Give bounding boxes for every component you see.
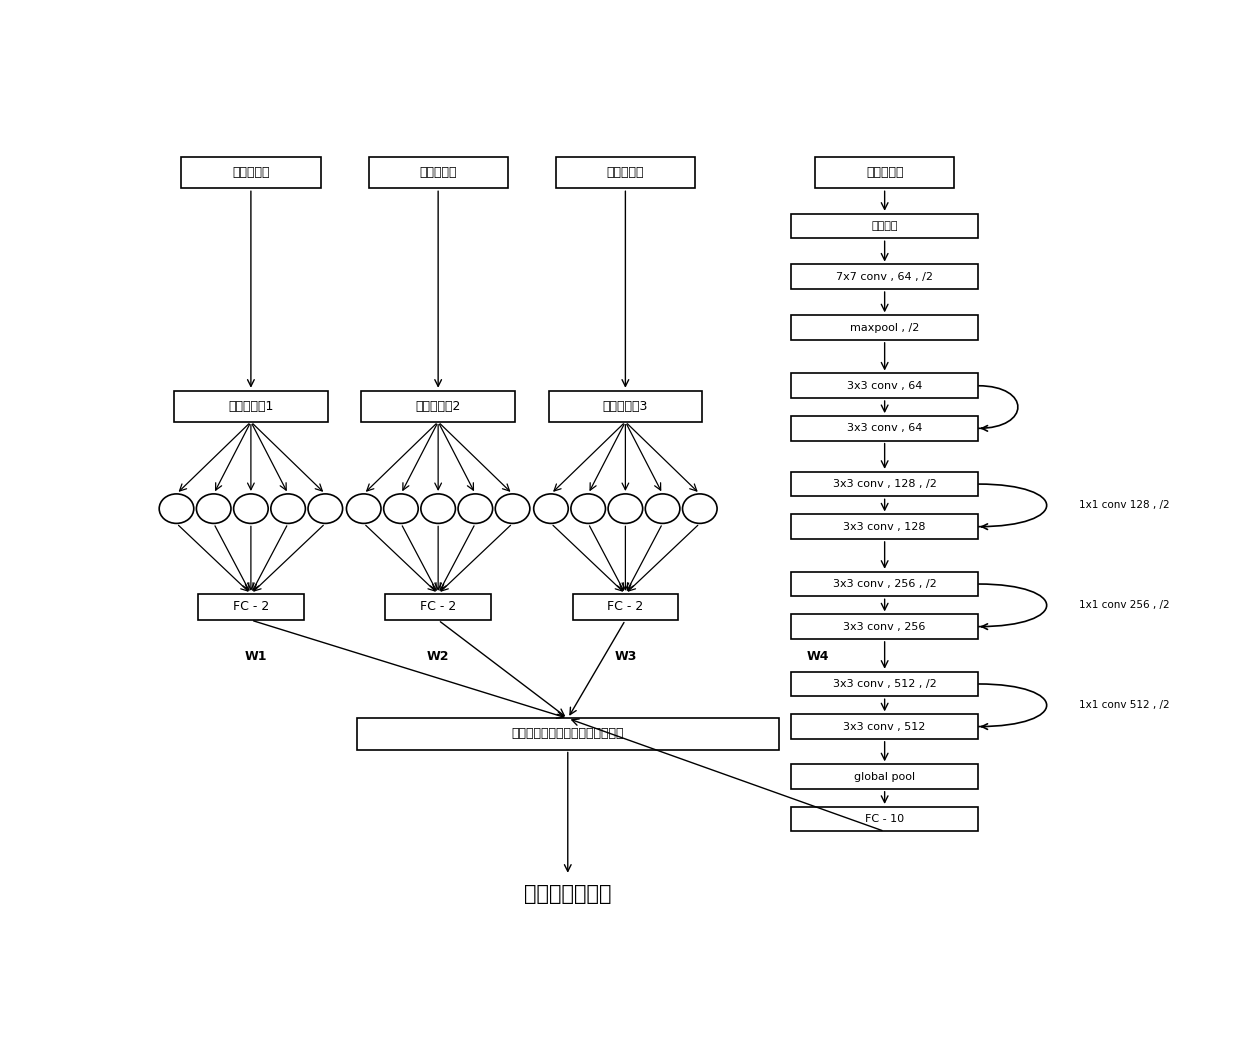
Circle shape	[646, 494, 680, 523]
Text: 矩阵信号: 矩阵信号	[871, 221, 898, 231]
Text: FC - 2: FC - 2	[233, 600, 269, 614]
Circle shape	[534, 494, 569, 523]
Text: W3: W3	[615, 650, 637, 663]
Bar	[181, 157, 321, 188]
Text: 3x3 conv , 128: 3x3 conv , 128	[844, 521, 926, 532]
Bar	[385, 594, 491, 620]
Text: 1x1 conv 512 , /2: 1x1 conv 512 , /2	[1079, 700, 1170, 711]
Text: 单变量信号3: 单变量信号3	[602, 400, 648, 413]
Bar	[815, 157, 954, 188]
Circle shape	[309, 494, 343, 523]
Circle shape	[159, 494, 193, 523]
Text: 1x1 conv 256 , /2: 1x1 conv 256 , /2	[1079, 600, 1170, 611]
Circle shape	[421, 494, 456, 523]
Bar	[362, 390, 515, 421]
Bar	[357, 718, 779, 749]
Text: 1x1 conv 128 , /2: 1x1 conv 128 , /2	[1079, 500, 1170, 511]
Text: FC - 10: FC - 10	[865, 814, 904, 825]
Bar	[549, 390, 703, 421]
Bar	[790, 807, 979, 831]
Bar	[173, 390, 327, 421]
Text: 3x3 conv , 64: 3x3 conv , 64	[847, 423, 922, 433]
Text: global pool: global pool	[854, 771, 916, 782]
Bar	[790, 714, 979, 738]
Text: FC - 2: FC - 2	[420, 600, 456, 614]
Bar	[198, 594, 304, 620]
Circle shape	[347, 494, 382, 523]
Bar	[790, 514, 979, 539]
Text: W2: W2	[427, 650, 450, 663]
Circle shape	[384, 494, 419, 523]
Circle shape	[683, 494, 717, 523]
Bar	[790, 571, 979, 596]
Circle shape	[271, 494, 305, 523]
Text: 单变量信号1: 单变量信号1	[228, 400, 274, 413]
Bar	[790, 315, 979, 339]
Text: 3x3 conv , 128 , /2: 3x3 conv , 128 , /2	[833, 479, 937, 489]
Circle shape	[571, 494, 606, 523]
Text: 3x3 conv , 64: 3x3 conv , 64	[847, 381, 922, 390]
Bar	[790, 265, 979, 289]
Text: 3x3 conv , 512: 3x3 conv , 512	[844, 721, 926, 732]
Bar	[790, 373, 979, 398]
Bar	[790, 764, 979, 788]
Text: FC - 2: FC - 2	[607, 600, 643, 614]
Bar	[556, 157, 695, 188]
Text: maxpool , /2: maxpool , /2	[850, 322, 919, 333]
Text: 3x3 conv , 256 , /2: 3x3 conv , 256 , /2	[833, 579, 937, 589]
Bar	[790, 614, 979, 638]
Bar	[790, 471, 979, 496]
Circle shape	[197, 494, 230, 523]
Bar	[572, 594, 678, 620]
Text: 气体传感器: 气体传感器	[607, 166, 644, 179]
Text: 温度传感器: 温度传感器	[419, 166, 457, 179]
Text: W1: W1	[244, 650, 266, 663]
Circle shape	[496, 494, 530, 523]
Text: 3x3 conv , 512 , /2: 3x3 conv , 512 , /2	[833, 679, 937, 689]
Text: 湿度传感器: 湿度传感器	[232, 166, 270, 179]
Bar	[790, 671, 979, 696]
Bar	[790, 214, 979, 238]
Circle shape	[458, 494, 493, 523]
Text: W4: W4	[807, 650, 829, 663]
Bar	[368, 157, 508, 188]
Bar	[790, 416, 979, 440]
Text: 7x7 conv , 64 , /2: 7x7 conv , 64 , /2	[836, 271, 933, 282]
Text: 单变量信号2: 单变量信号2	[415, 400, 461, 413]
Circle shape	[608, 494, 643, 523]
Circle shape	[234, 494, 268, 523]
Text: 摄像头视频: 摄像头视频	[866, 166, 903, 179]
Text: 3x3 conv , 256: 3x3 conv , 256	[844, 621, 926, 632]
Text: 基于投票证据理论的决策融合模型: 基于投票证据理论的决策融合模型	[512, 728, 624, 741]
Text: 机器人操作参数: 机器人操作参数	[524, 884, 612, 903]
